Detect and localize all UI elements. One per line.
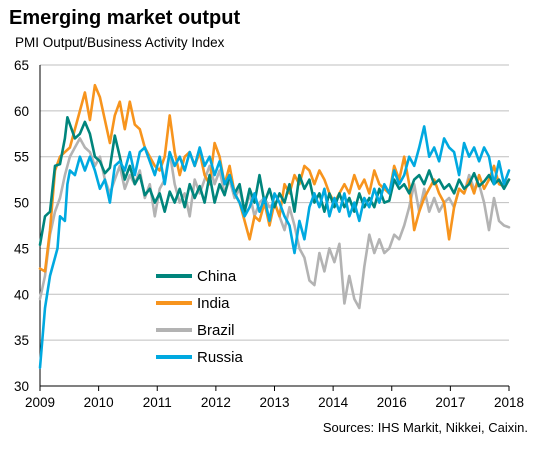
series-line-russia <box>38 125 511 369</box>
source-note: Sources: IHS Markit, Nikkei, Caixin. <box>323 420 528 435</box>
x-tick-label: 2012 <box>201 395 231 410</box>
x-tick-label: 2010 <box>84 395 114 410</box>
x-tick-label: 2014 <box>318 395 349 410</box>
chart-subtitle: PMI Output/Business Activity Index <box>15 35 225 50</box>
x-tick-label: 2018 <box>494 395 524 410</box>
y-tick-label: 65 <box>14 58 29 73</box>
gridlines <box>39 64 509 387</box>
legend-label-brazil: Brazil <box>197 322 235 339</box>
x-tick-label: 2016 <box>377 395 407 410</box>
chart-title: Emerging market output <box>9 7 240 29</box>
legend-label-russia: Russia <box>197 349 244 366</box>
legend: China India Brazil Russia <box>156 268 244 366</box>
x-tick-label: 2009 <box>25 395 55 410</box>
series-line-china <box>38 116 511 247</box>
x-tick-label: 2013 <box>259 395 289 410</box>
series-line-india <box>38 83 511 273</box>
y-tick-label: 50 <box>14 196 29 211</box>
legend-label-china: China <box>197 268 237 285</box>
legend-label-india: India <box>197 295 230 312</box>
x-tick-label: 2017 <box>435 395 465 410</box>
x-axis-ticks: 2009 2010 2011 2012 2013 2014 2016 2017 2018 <box>25 386 524 410</box>
y-tick-label: 30 <box>14 379 29 394</box>
x-tick-label: 2011 <box>143 395 172 410</box>
y-axis-ticks: 30 35 40 45 50 55 60 65 <box>14 58 29 394</box>
y-tick-label: 45 <box>14 241 29 256</box>
y-tick-label: 40 <box>14 287 29 302</box>
series-lines <box>38 83 511 369</box>
y-tick-label: 55 <box>14 150 29 165</box>
y-tick-label: 35 <box>14 333 29 348</box>
y-tick-label: 60 <box>14 104 29 119</box>
